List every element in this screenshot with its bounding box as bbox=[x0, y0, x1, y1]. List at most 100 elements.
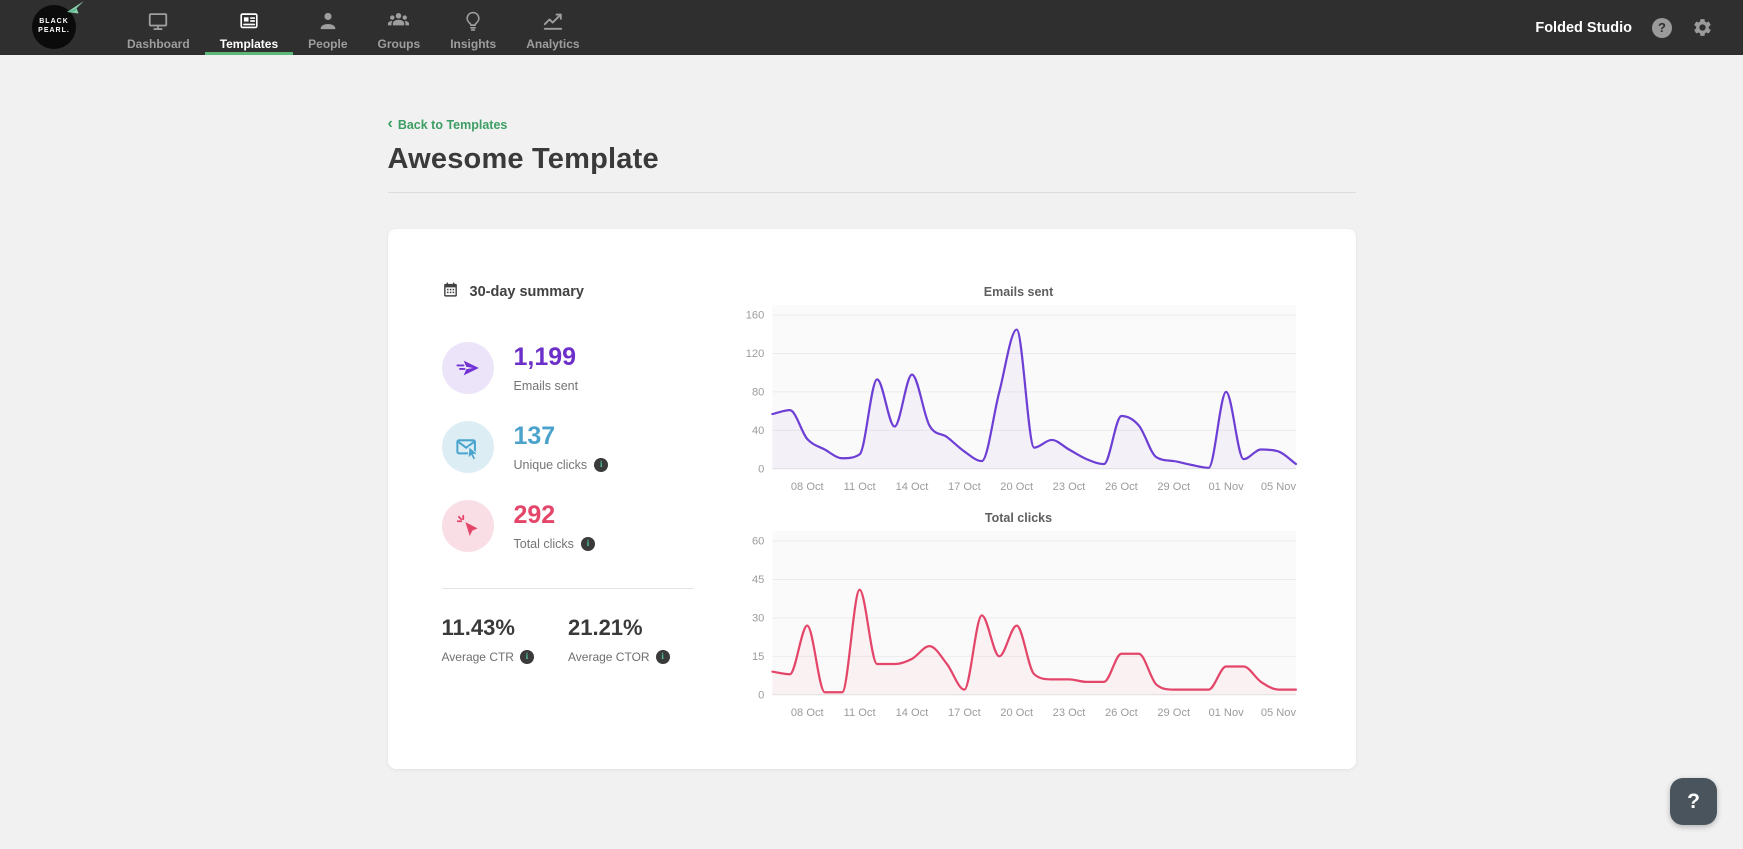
svg-text:20 Oct: 20 Oct bbox=[1000, 707, 1033, 719]
back-to-templates-link[interactable]: Back to Templates bbox=[388, 118, 508, 132]
help-icon[interactable] bbox=[1652, 17, 1672, 38]
nav-item-label: Templates bbox=[219, 37, 279, 51]
svg-text:01 Nov: 01 Nov bbox=[1208, 481, 1244, 493]
person-icon bbox=[317, 10, 339, 32]
stat-value: 1,199 bbox=[513, 343, 577, 371]
line-chart-icon bbox=[542, 10, 564, 32]
stat-total-clicks: 292 Total clicks bbox=[441, 500, 694, 552]
svg-text:26 Oct: 26 Oct bbox=[1105, 481, 1138, 493]
svg-text:08 Oct: 08 Oct bbox=[790, 707, 823, 719]
rate-average-ctr: 11.43% Average CTR bbox=[442, 615, 534, 664]
templates-icon bbox=[238, 10, 260, 32]
stat-unique-clicks: 137 Unique clicks bbox=[441, 421, 694, 473]
svg-text:30: 30 bbox=[751, 612, 763, 624]
nav-item-label: Insights bbox=[450, 37, 497, 51]
stat-value: 137 bbox=[513, 422, 556, 450]
nav-item-analytics[interactable]: Analytics bbox=[511, 0, 594, 55]
svg-text:15: 15 bbox=[751, 651, 763, 663]
nav-item-label: Analytics bbox=[526, 37, 580, 51]
brand-circle: BLACK PEARL. bbox=[32, 4, 76, 49]
rate-label: Average CTR bbox=[442, 650, 534, 664]
svg-text:11 Oct: 11 Oct bbox=[843, 707, 875, 719]
summary-card: 30-day summary 1,199 Emails sent bbox=[387, 229, 1356, 770]
svg-text:26 Oct: 26 Oct bbox=[1105, 707, 1138, 719]
emails-sent-chart: Emails sent 0 40 80 120 160 08 Oct 11 Oct 14 Oc… bbox=[736, 285, 1302, 497]
svg-text:120: 120 bbox=[745, 348, 764, 360]
cursor-click-icon bbox=[441, 500, 494, 552]
nav-item-insights[interactable]: Insights bbox=[435, 0, 511, 55]
summary-heading: 30-day summary bbox=[442, 281, 694, 302]
svg-text:0: 0 bbox=[758, 463, 764, 475]
rates-row: 11.43% Average CTR 21.21% Average CTOR bbox=[442, 615, 694, 664]
stat-value: 292 bbox=[513, 501, 556, 529]
total-clicks-chart: Total clicks 0 15 30 45 60 08 Oct 11 Oct 14 Oct… bbox=[736, 511, 1302, 723]
svg-text:23 Oct: 23 Oct bbox=[1052, 481, 1085, 493]
chart-title: Total clicks bbox=[984, 511, 1053, 526]
svg-text:23 Oct: 23 Oct bbox=[1052, 707, 1085, 719]
top-navbar: BLACK PEARL. Dashboard Templates People bbox=[0, 0, 1743, 55]
stats-list: 1,199 Emails sent 137 Unique clicks bbox=[441, 342, 694, 552]
charts-column: Emails sent 0 40 80 120 160 08 Oct 11 Oct 14 Oc… bbox=[736, 281, 1302, 723]
info-icon[interactable] bbox=[519, 650, 534, 664]
info-icon[interactable] bbox=[655, 650, 670, 664]
svg-text:17 Oct: 17 Oct bbox=[947, 707, 980, 719]
stats-column: 30-day summary 1,199 Emails sent bbox=[441, 281, 694, 723]
rate-value: 21.21% bbox=[567, 615, 643, 640]
dashboard-icon bbox=[147, 10, 169, 32]
svg-text:17 Oct: 17 Oct bbox=[947, 481, 980, 493]
stat-emails-sent: 1,199 Emails sent bbox=[441, 342, 694, 394]
stat-label: Total clicks bbox=[514, 536, 595, 551]
brand-logo[interactable]: BLACK PEARL. bbox=[32, 0, 84, 51]
groups-icon bbox=[387, 10, 410, 32]
svg-text:05 Nov: 05 Nov bbox=[1260, 481, 1296, 493]
brand-line1: BLACK bbox=[39, 17, 69, 25]
svg-text:08 Oct: 08 Oct bbox=[790, 481, 823, 493]
account-name[interactable]: Folded Studio bbox=[1535, 19, 1632, 36]
svg-text:45: 45 bbox=[751, 574, 763, 586]
svg-text:40: 40 bbox=[751, 425, 763, 437]
send-icon bbox=[441, 342, 494, 394]
nav-item-label: Dashboard bbox=[127, 37, 190, 51]
svg-text:20 Oct: 20 Oct bbox=[1000, 481, 1033, 493]
page-title: Awesome Template bbox=[387, 143, 659, 175]
page-header: Back to Templates Awesome Template bbox=[387, 115, 1356, 193]
svg-text:80: 80 bbox=[751, 386, 763, 398]
nav-item-dashboard[interactable]: Dashboard bbox=[112, 0, 205, 55]
lightbulb-icon bbox=[462, 10, 484, 32]
nav-item-people[interactable]: People bbox=[293, 0, 362, 55]
nav-item-groups[interactable]: Groups bbox=[363, 0, 436, 55]
nav-right: Folded Studio bbox=[1535, 0, 1713, 55]
svg-text:05 Nov: 05 Nov bbox=[1260, 707, 1296, 719]
brand-line2: PEARL. bbox=[38, 26, 70, 34]
rate-label: Average CTOR bbox=[568, 650, 670, 664]
svg-text:160: 160 bbox=[745, 310, 764, 322]
page-content: Back to Templates Awesome Template 30-da… bbox=[387, 55, 1356, 829]
stat-label: Unique clicks bbox=[514, 457, 609, 472]
main-nav: Dashboard Templates People Groups Insigh… bbox=[112, 0, 595, 55]
svg-text:11 Oct: 11 Oct bbox=[843, 481, 875, 493]
gear-icon[interactable] bbox=[1692, 17, 1713, 38]
stats-divider bbox=[441, 588, 694, 589]
stat-label: Emails sent bbox=[513, 378, 579, 393]
total-clicks-chart-canvas[interactable]: 0 15 30 45 60 08 Oct 11 Oct 14 Oct 17 Oct 20 Oct 2… bbox=[736, 531, 1302, 723]
nav-item-label: Groups bbox=[377, 37, 421, 51]
email-click-icon bbox=[441, 421, 494, 473]
paper-dart-icon bbox=[66, 0, 86, 21]
emails-sent-chart-canvas[interactable]: 0 40 80 120 160 08 Oct 11 Oct 14 Oct 17 Oct 20 Oc… bbox=[736, 305, 1302, 497]
svg-text:01 Nov: 01 Nov bbox=[1208, 707, 1244, 719]
svg-text:29 Oct: 29 Oct bbox=[1157, 481, 1190, 493]
nav-item-templates[interactable]: Templates bbox=[204, 0, 294, 55]
info-icon[interactable] bbox=[594, 457, 609, 472]
svg-text:14 Oct: 14 Oct bbox=[895, 481, 928, 493]
svg-text:14 Oct: 14 Oct bbox=[895, 707, 928, 719]
nav-item-label: People bbox=[308, 37, 348, 51]
floating-help-button[interactable]: ? bbox=[1670, 778, 1717, 825]
svg-text:60: 60 bbox=[751, 536, 763, 548]
stat-text: 1,199 Emails sent bbox=[513, 342, 579, 393]
stat-text: 137 Unique clicks bbox=[514, 421, 609, 472]
stat-text: 292 Total clicks bbox=[514, 500, 595, 551]
rate-average-ctor: 21.21% Average CTOR bbox=[568, 615, 670, 664]
chart-title: Emails sent bbox=[983, 285, 1054, 299]
info-icon[interactable] bbox=[580, 536, 595, 551]
svg-text:29 Oct: 29 Oct bbox=[1157, 707, 1190, 719]
